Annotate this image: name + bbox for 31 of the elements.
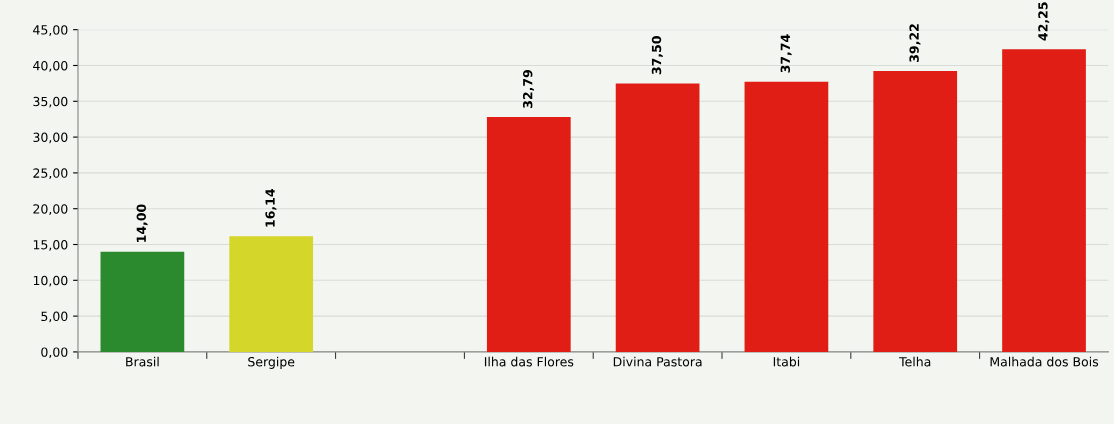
bar [100, 251, 185, 352]
y-tick-label: 30,00 [33, 132, 68, 144]
bar [615, 83, 700, 352]
data-label: 16,14 [265, 189, 277, 227]
x-tick-label: Brasil [126, 356, 159, 367]
data-label: 32,79 [522, 70, 535, 108]
x-tick-label: Itabi [773, 356, 800, 367]
y-tick-label: 35,00 [33, 96, 68, 108]
x-tick-label: Divina Pastora [613, 356, 702, 367]
y-tick-label: 20,00 [33, 204, 68, 215]
bar [744, 81, 829, 352]
y-tick-label: 10,00 [33, 275, 68, 287]
x-tick-label: Malhada dos Bois [990, 356, 1099, 367]
x-tick-label: Telha [899, 356, 931, 367]
x-tick-label: Sergipe [248, 356, 295, 369]
y-tick-label: 45,00 [33, 25, 68, 36]
bar [229, 236, 314, 352]
data-label: 37,74 [780, 34, 792, 73]
data-label: 14,00 [136, 204, 148, 242]
y-tick-label: 15,00 [33, 239, 68, 251]
y-tick-label: 25,00 [33, 168, 68, 180]
y-tick-label: 0,00 [41, 347, 68, 359]
y-tick-label: 5,00 [41, 311, 68, 323]
data-label: 42,25 [1038, 2, 1050, 41]
data-label: 39,22 [909, 24, 921, 62]
x-tick-label: Ilha das Flores [484, 356, 574, 367]
bar [1002, 49, 1086, 352]
y-tick-label: 40,00 [33, 60, 68, 72]
data-label: 37,50 [651, 36, 663, 75]
bar [486, 117, 571, 352]
bar [873, 71, 958, 352]
